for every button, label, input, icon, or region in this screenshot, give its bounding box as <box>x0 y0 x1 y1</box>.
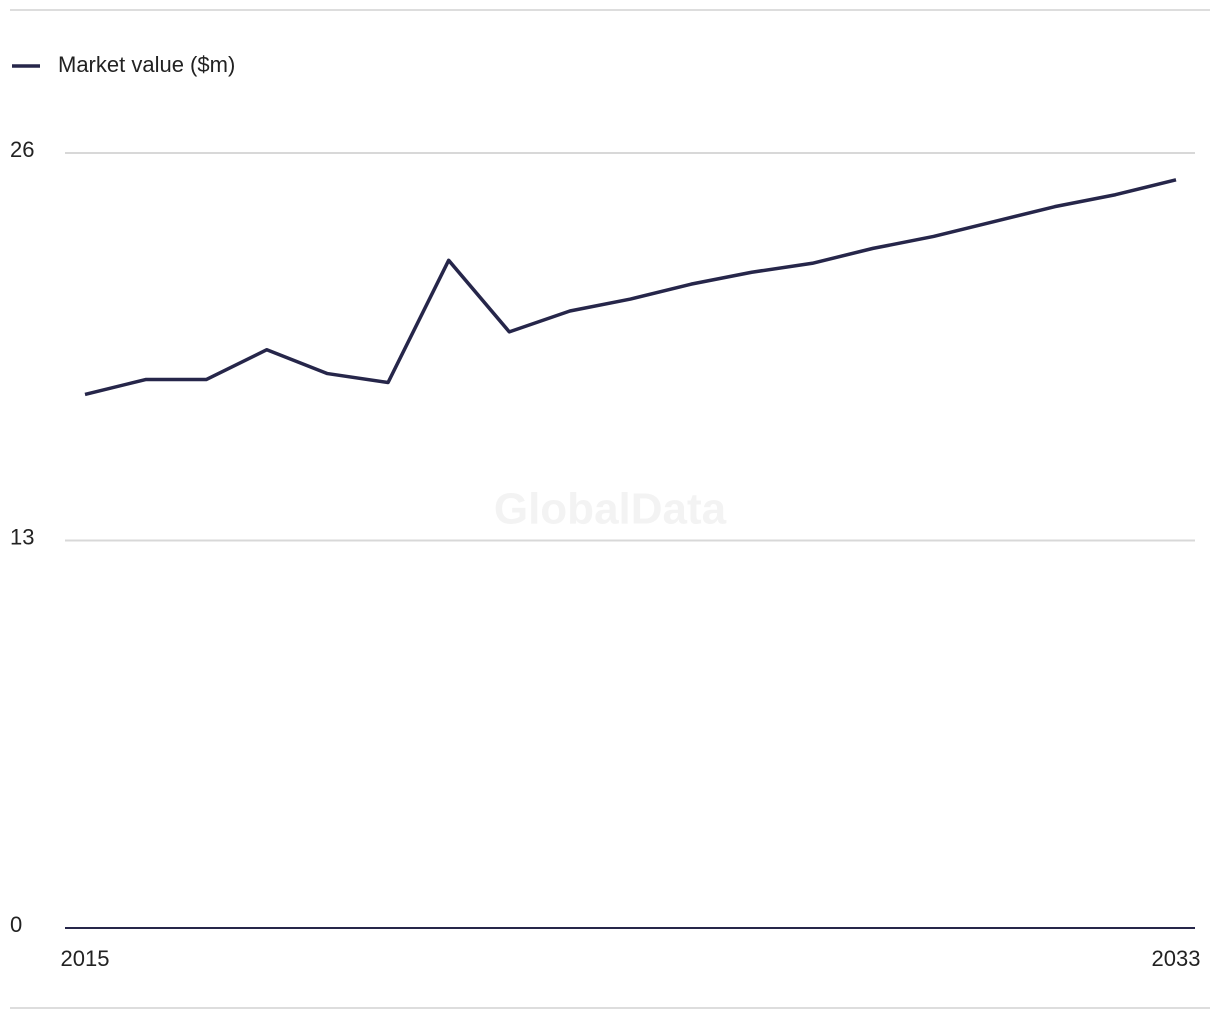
watermark: GlobalData <box>494 485 727 534</box>
x-tick-label: 2033 <box>1152 946 1201 971</box>
y-tick-label: 13 <box>10 524 34 549</box>
line-series <box>84 178 1177 397</box>
y-tick-label: 0 <box>10 912 22 937</box>
x-tick-label: 2015 <box>61 946 110 971</box>
legend-label: Market value ($m) <box>58 52 235 77</box>
y-tick-label: 26 <box>10 137 34 162</box>
